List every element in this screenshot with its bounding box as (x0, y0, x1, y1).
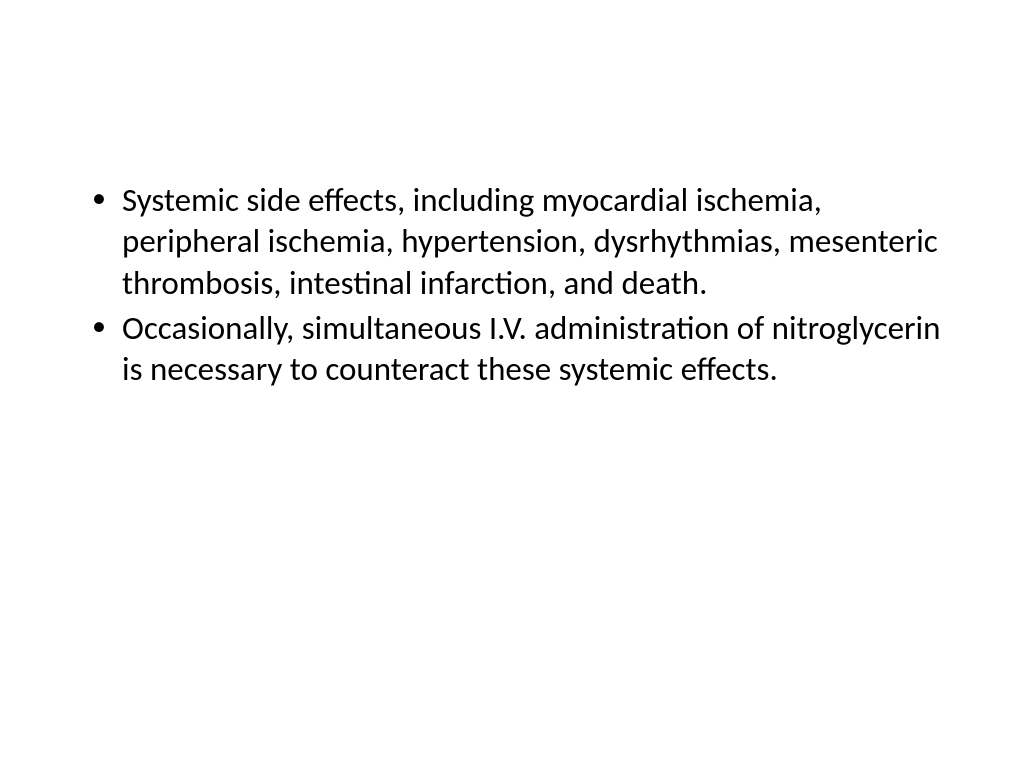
bullet-text: Systemic side effects, including myocard… (122, 180, 938, 303)
bullet-list: Systemic side effects, including myocard… (80, 180, 944, 390)
bullet-item: Occasionally, simultaneous I.V. administ… (80, 308, 944, 391)
bullet-text: Occasionally, simultaneous I.V. administ… (122, 308, 940, 389)
bullet-item: Systemic side effects, including myocard… (80, 180, 944, 304)
